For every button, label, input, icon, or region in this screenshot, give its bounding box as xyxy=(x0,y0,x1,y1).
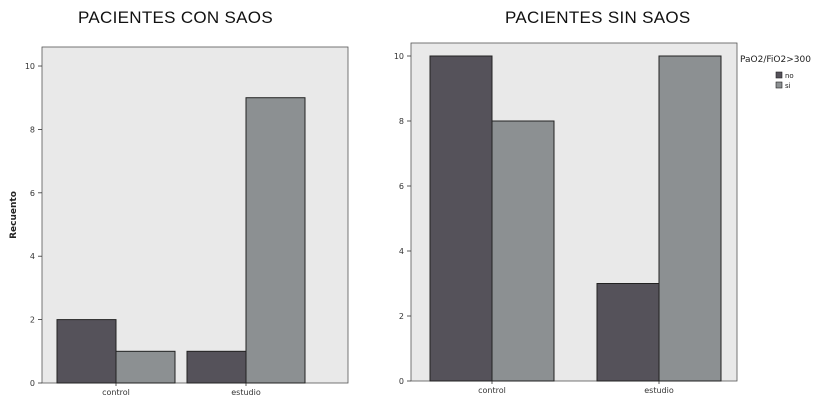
y-tick-label: 6 xyxy=(30,189,35,198)
chart-1: 0 2 4 6 8 10 control estudio PaO2/FiO2>300 no si xyxy=(394,42,811,395)
y-tick-label: 2 xyxy=(30,316,35,325)
legend-swatch-si xyxy=(775,81,783,89)
x-tick-label: estudio xyxy=(644,386,674,395)
bar-control-no xyxy=(56,319,117,384)
bar-estudio-si xyxy=(658,55,722,382)
x-tick-label: estudio xyxy=(231,388,261,397)
bar-estudio-no xyxy=(186,350,247,384)
bar-control-si xyxy=(115,350,176,384)
legend-label-no: no xyxy=(785,72,794,80)
y-tick-label: 10 xyxy=(394,52,404,61)
legend-title: PaO2/FiO2>300 xyxy=(740,55,811,65)
y-tick-label: 10 xyxy=(25,62,35,71)
y-tick-label: 8 xyxy=(399,117,404,126)
x-tick-label: control xyxy=(478,386,506,395)
legend-label-si: si xyxy=(785,82,791,90)
y-tick-label: 8 xyxy=(30,125,35,134)
y-tick-label: 4 xyxy=(399,247,404,256)
bar-estudio-no xyxy=(596,283,660,382)
y-tick-label: 6 xyxy=(399,182,404,191)
y-tick-label: 0 xyxy=(399,377,404,386)
y-axis-label: Recuento xyxy=(9,191,19,239)
chart-title-sin-saos: PACIENTES SIN SAOS xyxy=(505,8,691,27)
chart-title-con-saos: PACIENTES CON SAOS xyxy=(78,8,273,27)
bar-control-no xyxy=(429,55,493,382)
x-tick-label: control xyxy=(102,388,130,397)
y-tick-label: 2 xyxy=(399,312,404,321)
y-tick-label: 0 xyxy=(30,379,35,388)
chart-0: 0 2 4 6 8 10 control estudio Recuento xyxy=(9,46,349,397)
bar-estudio-si xyxy=(245,97,306,384)
legend-swatch-no xyxy=(775,71,783,79)
y-tick-label: 4 xyxy=(30,252,35,261)
bar-control-si xyxy=(491,120,555,382)
legend: PaO2/FiO2>300 no si xyxy=(740,55,811,90)
